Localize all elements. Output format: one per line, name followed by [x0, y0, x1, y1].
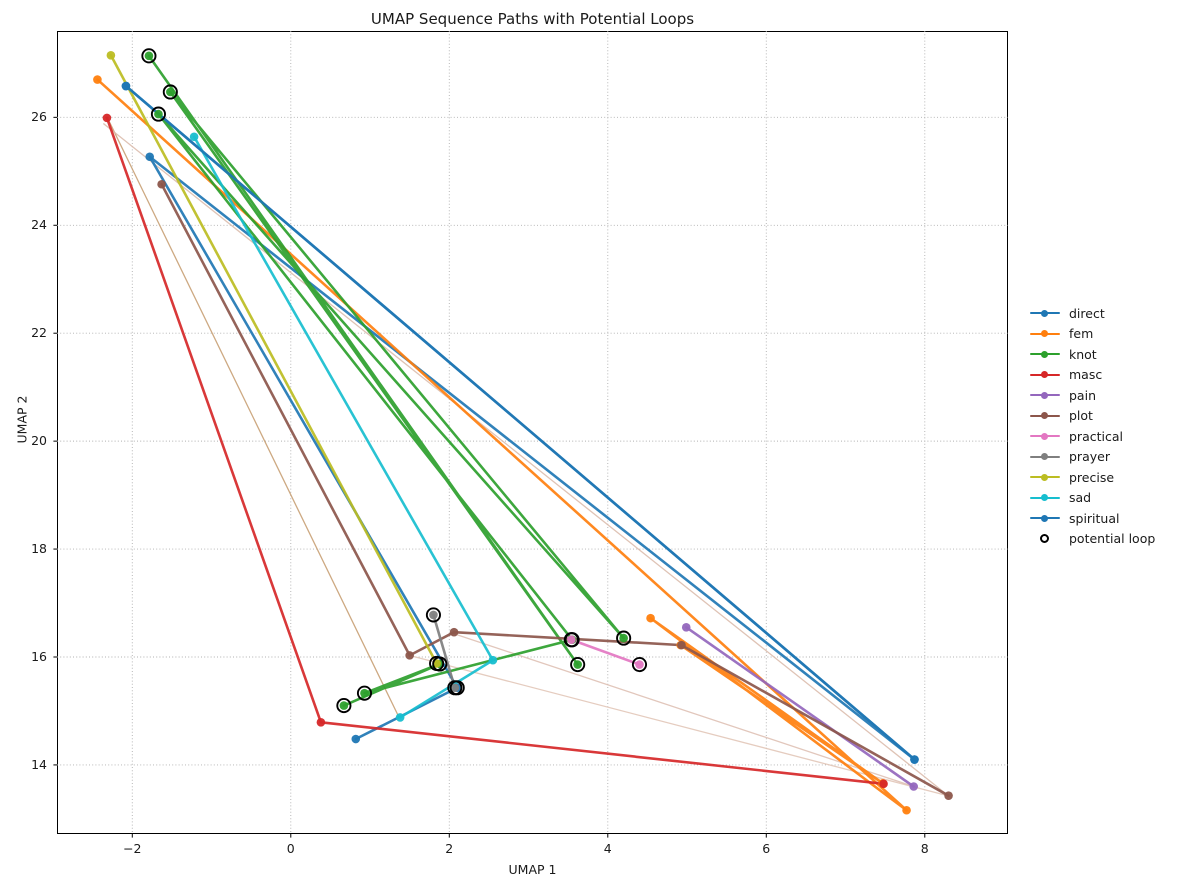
legend-line-marker-icon [1030, 429, 1060, 443]
plot-area [57, 31, 1008, 834]
legend-label: knot [1069, 346, 1097, 362]
loop-ring-icon [1030, 532, 1060, 546]
legend-item-practical[interactable]: practical [1030, 426, 1185, 447]
legend-item-prayer[interactable]: prayer [1030, 447, 1185, 468]
legend-label: potential loop [1069, 531, 1156, 547]
legend-item-knot[interactable]: knot [1030, 344, 1185, 365]
x-tick-label: −2 [123, 841, 142, 856]
legend-item-potential-loop[interactable]: potential loop [1030, 529, 1185, 550]
legend-line-marker-icon [1030, 409, 1060, 423]
legend-label: pain [1069, 387, 1096, 403]
x-tick-label: 0 [286, 841, 295, 856]
legend-line-marker-icon [1030, 306, 1060, 320]
y-tick-label: 14 [31, 756, 47, 772]
legend-item-direct[interactable]: direct [1030, 303, 1185, 324]
chart-title: UMAP Sequence Paths with Potential Loops [370, 10, 695, 28]
legend-line-marker-icon [1030, 450, 1060, 464]
legend-label: practical [1069, 428, 1123, 444]
legend-item-precise[interactable]: precise [1030, 467, 1185, 488]
y-tick-label: 22 [31, 325, 47, 341]
y-tick-label: 26 [31, 109, 47, 125]
legend-line-marker-icon [1030, 368, 1060, 382]
legend-line-marker-icon [1030, 491, 1060, 505]
legend-item-plot[interactable]: plot [1030, 406, 1185, 427]
legend-label: fem [1069, 326, 1094, 342]
legend-item-fem[interactable]: fem [1030, 324, 1185, 345]
x-tick-label: 8 [920, 841, 929, 856]
x-tick-label: 6 [762, 841, 771, 856]
legend-line-marker-icon [1030, 511, 1060, 525]
x-tick-label: 4 [603, 841, 612, 856]
legend-line-marker-icon [1030, 327, 1060, 341]
x-tick-label: 2 [445, 841, 454, 856]
legend-label: prayer [1069, 449, 1110, 465]
legend-label: spiritual [1069, 510, 1120, 526]
y-tick-label: 16 [31, 648, 47, 664]
legend-item-masc[interactable]: masc [1030, 365, 1185, 386]
legend-label: plot [1069, 408, 1093, 424]
legend-item-pain[interactable]: pain [1030, 385, 1185, 406]
legend-label: direct [1069, 305, 1105, 321]
legend-line-marker-icon [1030, 347, 1060, 361]
y-tick-label: 24 [31, 217, 47, 233]
y-tick-label: 18 [31, 541, 47, 557]
legend-line-marker-icon [1030, 388, 1060, 402]
y-tick-label: 20 [31, 433, 47, 449]
legend: direct fem knot masc pain plot practical prayer… [1030, 303, 1185, 549]
legend-label: precise [1069, 469, 1115, 485]
legend-item-spiritual[interactable]: spiritual [1030, 508, 1185, 529]
legend-label: sad [1069, 490, 1092, 506]
legend-item-sad[interactable]: sad [1030, 488, 1185, 509]
y-axis-label: UMAP 2 [14, 395, 30, 444]
legend-line-marker-icon [1030, 470, 1060, 484]
legend-label: masc [1069, 367, 1103, 383]
x-axis-label: UMAP 1 [508, 862, 557, 877]
